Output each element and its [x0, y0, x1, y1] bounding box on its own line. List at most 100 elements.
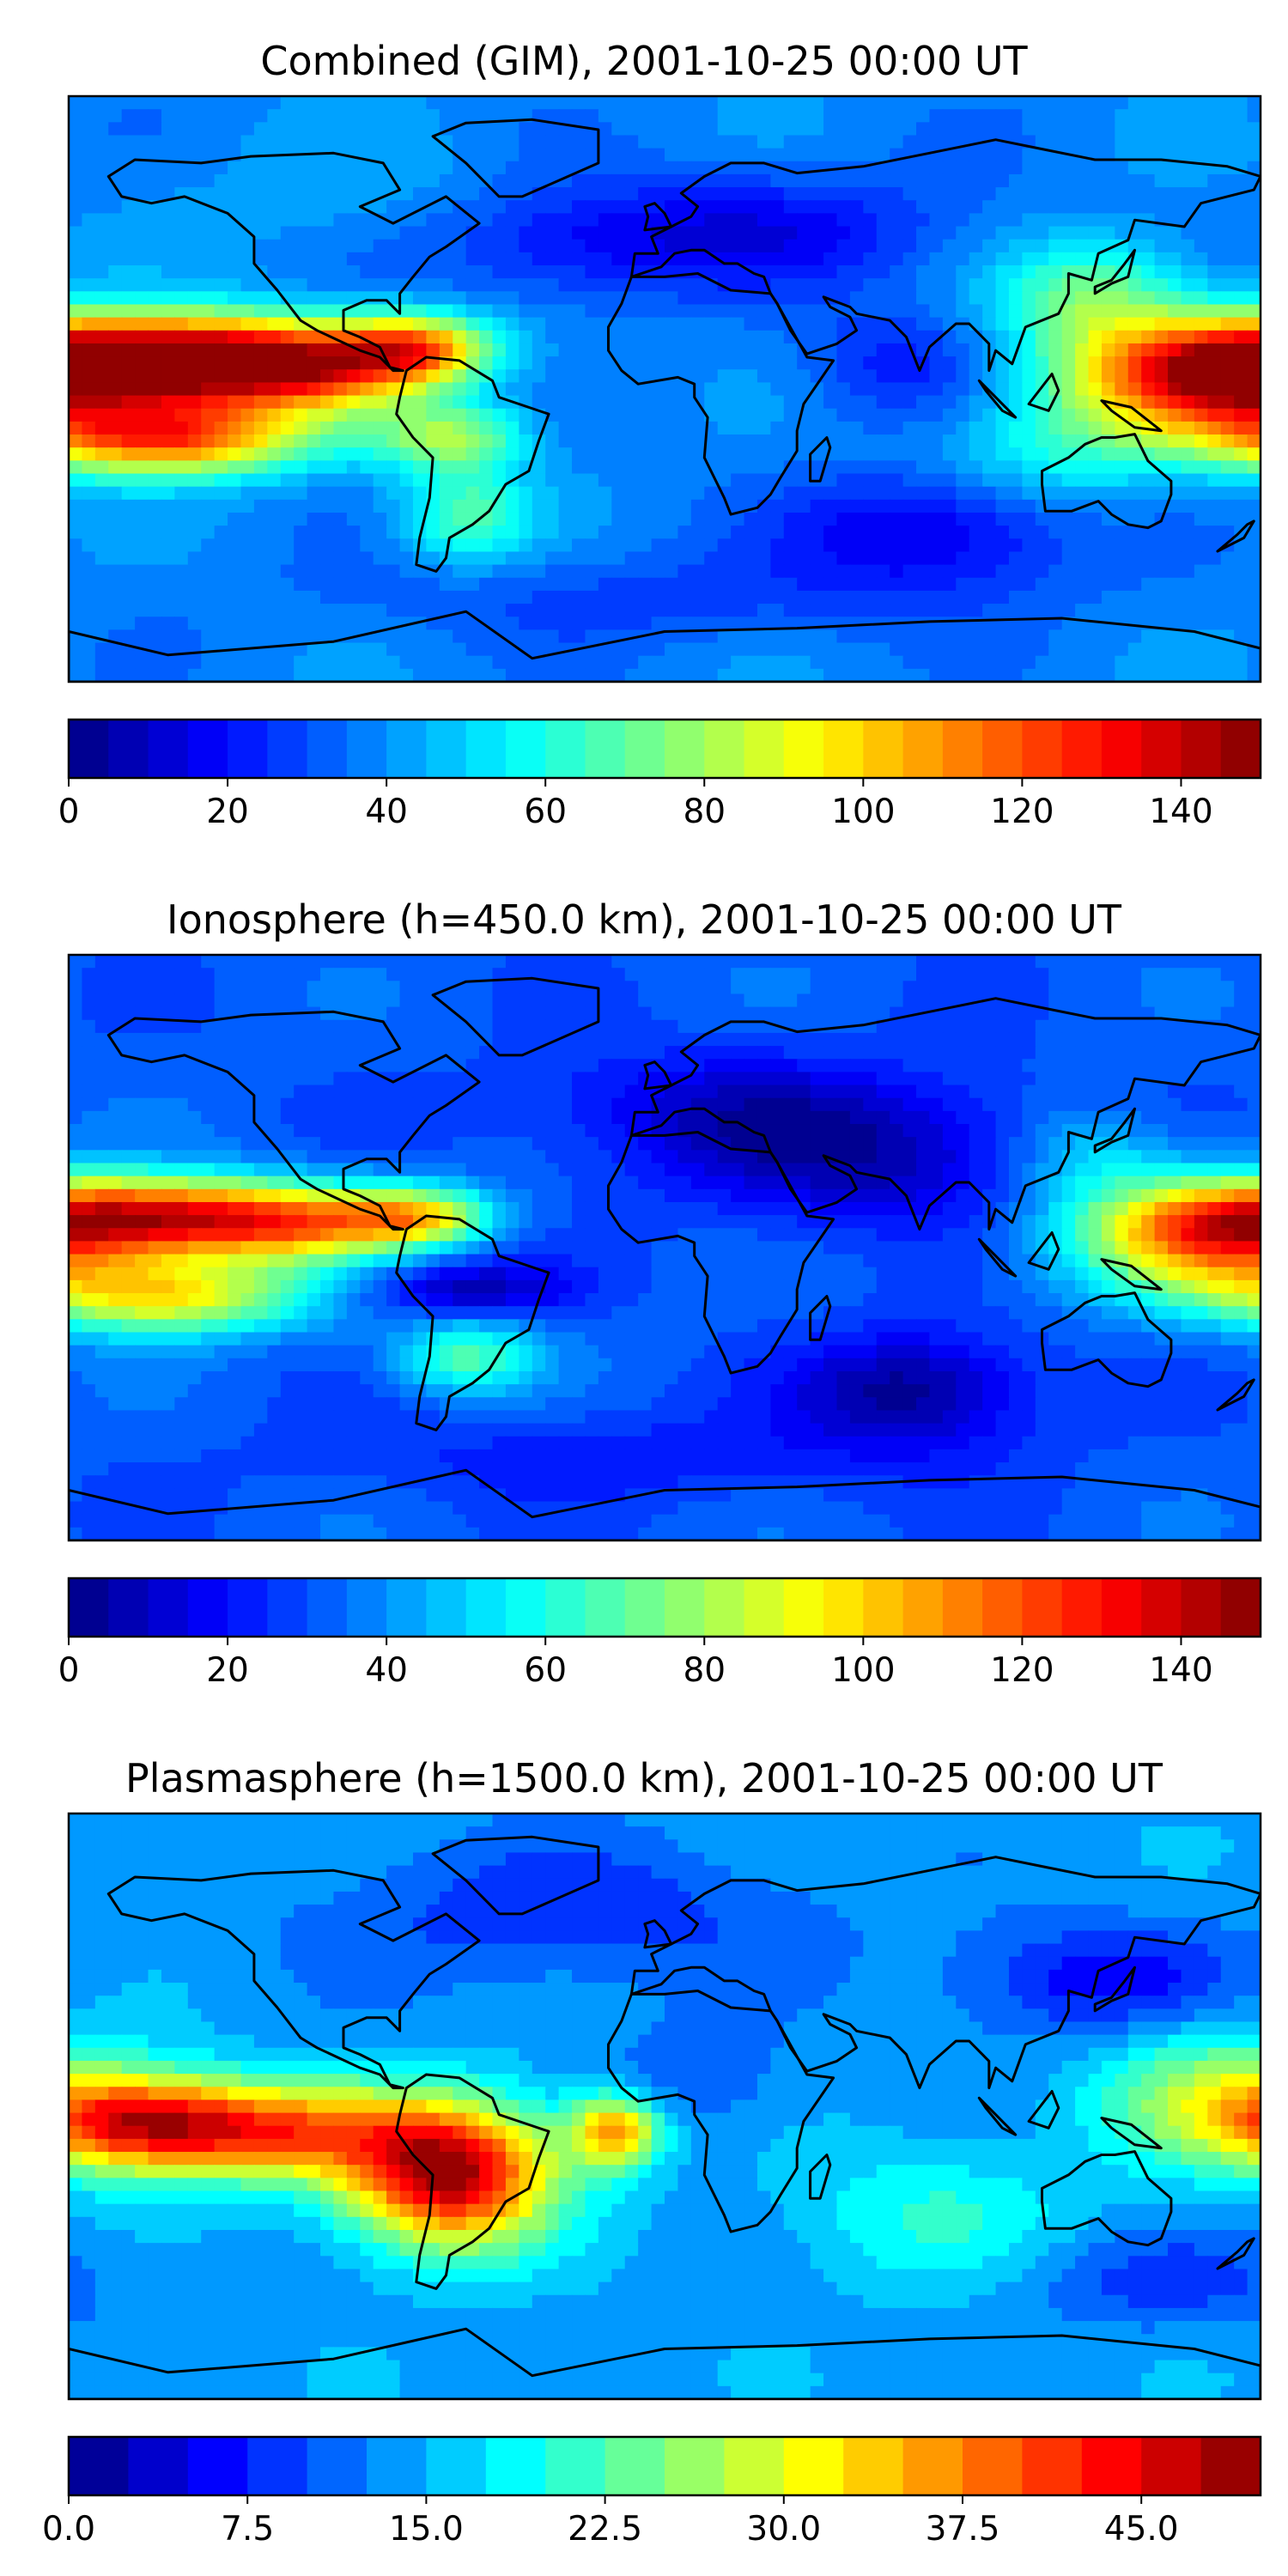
field-cell	[598, 148, 612, 162]
field-cell	[412, 421, 427, 435]
field-cell	[228, 955, 242, 969]
field-cell	[1061, 330, 1076, 344]
field-cell	[360, 993, 374, 1008]
field-cell	[174, 226, 189, 240]
field-cell	[346, 408, 361, 422]
field-cell	[1207, 356, 1222, 370]
field-cell	[214, 629, 228, 644]
field-cell	[240, 1032, 255, 1047]
field-cell	[280, 590, 295, 605]
field-cell	[783, 226, 798, 240]
field-cell	[558, 291, 573, 306]
field-cell	[201, 981, 216, 995]
field-cell	[770, 148, 785, 162]
field-cell	[294, 473, 308, 488]
field-cell	[108, 369, 123, 384]
field-cell	[505, 239, 519, 253]
field-cell	[677, 434, 692, 448]
field-cell	[121, 96, 136, 110]
field-cell	[1048, 955, 1063, 969]
field-cell	[399, 265, 414, 279]
field-cell	[902, 434, 917, 448]
field-cell	[214, 408, 228, 422]
field-cell	[1207, 993, 1222, 1008]
field-cell	[479, 968, 494, 981]
field-cell	[1207, 304, 1222, 319]
field-cell	[1115, 473, 1129, 488]
field-cell	[1088, 173, 1103, 188]
field-cell	[108, 460, 123, 475]
field-cell	[956, 955, 970, 969]
field-cell	[333, 551, 348, 566]
field-cell	[1115, 981, 1129, 995]
field-cell	[320, 226, 335, 240]
field-cell	[1247, 993, 1261, 1008]
field-cell	[187, 538, 202, 553]
field-cell	[108, 473, 123, 488]
field-cell	[399, 213, 414, 228]
field-cell	[82, 551, 96, 566]
field-cell	[465, 200, 480, 214]
field-cell	[69, 173, 83, 188]
field-cell	[611, 460, 626, 475]
field-cell	[505, 447, 519, 461]
field-cell	[1234, 617, 1249, 630]
field-cell	[1008, 668, 1023, 682]
field-cell	[797, 122, 811, 137]
field-cell	[585, 317, 599, 331]
field-cell	[453, 1006, 467, 1021]
field-cell	[174, 96, 189, 110]
field-cell	[810, 252, 824, 266]
field-cell	[505, 629, 519, 644]
field-cell	[677, 499, 692, 513]
field-cell	[836, 447, 851, 461]
field-cell	[82, 173, 96, 188]
field-cell	[1220, 447, 1235, 461]
field-cell	[545, 473, 560, 488]
field-cell	[810, 109, 824, 123]
field-cell	[253, 330, 268, 344]
field-cell	[1048, 512, 1063, 526]
field-cell	[294, 382, 308, 397]
field-cell	[426, 447, 440, 461]
field-cell	[598, 291, 612, 306]
field-cell	[108, 330, 123, 344]
field-cell	[121, 968, 136, 981]
field-cell	[346, 200, 361, 214]
field-cell	[638, 109, 653, 123]
field-cell	[426, 538, 440, 553]
field-cell	[611, 590, 626, 605]
field-cell	[505, 421, 519, 435]
field-cell	[611, 968, 626, 981]
field-cell	[572, 968, 586, 981]
field-cell	[572, 122, 586, 137]
field-cell	[426, 395, 440, 410]
field-cell	[121, 499, 136, 513]
field-cell	[1075, 1032, 1090, 1047]
field-cell	[1115, 421, 1129, 435]
field-cell	[665, 109, 679, 123]
field-cell	[399, 1072, 414, 1086]
field-cell	[863, 343, 878, 357]
field-cell	[638, 499, 653, 513]
field-cell	[82, 122, 96, 137]
field-cell	[770, 395, 785, 410]
field-cell	[465, 109, 480, 123]
field-cell	[492, 200, 507, 214]
field-cell	[638, 1006, 653, 1021]
field-cell	[108, 135, 123, 149]
field-cell	[956, 460, 970, 475]
field-cell	[756, 629, 771, 644]
field-cell	[890, 96, 904, 110]
field-cell	[863, 538, 878, 553]
field-cell	[1035, 668, 1049, 682]
field-cell	[161, 304, 175, 319]
field-cell	[690, 604, 705, 617]
field-cell	[360, 278, 374, 292]
field-cell	[426, 330, 440, 344]
field-cell	[956, 278, 970, 292]
field-cell	[717, 1059, 732, 1072]
field-cell	[1075, 577, 1090, 592]
field-cell	[294, 265, 308, 279]
field-cell	[135, 993, 149, 1008]
